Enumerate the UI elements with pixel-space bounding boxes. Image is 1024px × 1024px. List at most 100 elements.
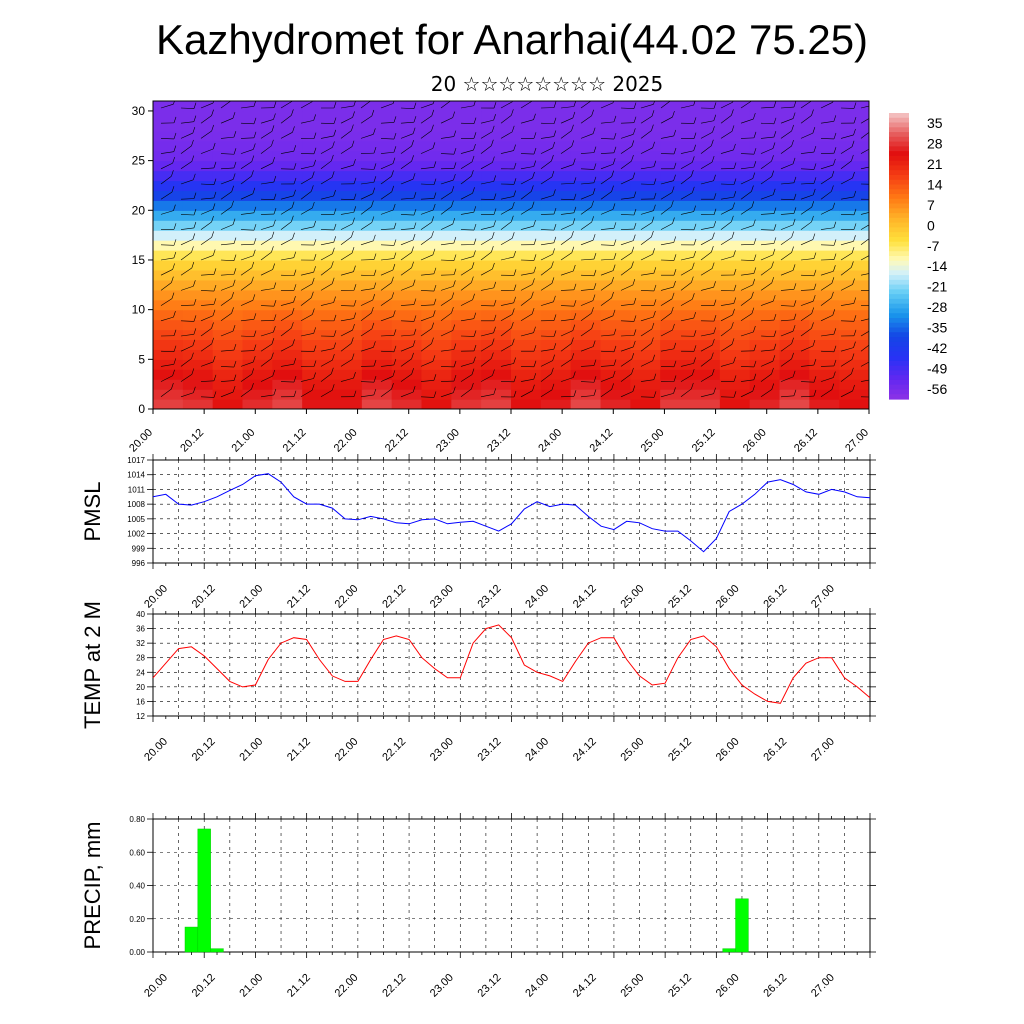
wind-barb-flag — [851, 353, 855, 360]
heatmap-cell — [332, 210, 363, 221]
wind-barb-flag — [833, 253, 837, 260]
wind-barb — [380, 163, 394, 170]
heatmap-cell — [302, 170, 333, 182]
wind-barb-flag — [331, 171, 335, 178]
heatmap-cell — [511, 220, 542, 231]
wind-barb-flag — [693, 238, 697, 246]
wind-barb-flag — [691, 368, 695, 376]
heatmap-cell — [451, 101, 482, 112]
wind-barb — [180, 345, 193, 352]
heatmap-cell — [839, 220, 869, 231]
heatmap-cell — [749, 120, 781, 132]
panel-temp2m-time-tick-label: 26.00 — [714, 736, 742, 764]
heatmap-cell — [242, 130, 273, 142]
wind-barb-flag — [433, 267, 437, 274]
heatmap-cell — [451, 309, 482, 321]
wind-barb-flag — [312, 201, 315, 209]
wind-barb — [380, 151, 394, 154]
heatmap-cell — [570, 210, 602, 221]
heatmap-cell — [272, 220, 303, 231]
heatmap-cell — [749, 180, 781, 192]
wind-barb — [560, 330, 573, 337]
wind-barb — [300, 101, 313, 109]
wind-barb-flag — [813, 163, 817, 170]
wind-barb — [480, 268, 493, 276]
wind-barb-flag — [593, 389, 597, 396]
heatmap-cell — [749, 101, 781, 112]
wind-barb — [680, 282, 692, 291]
wind-barb-flag — [453, 236, 457, 244]
wind-barb-flag — [874, 193, 876, 199]
wind-barb — [220, 179, 234, 185]
wind-barb-flag — [653, 284, 657, 292]
wind-barb — [200, 102, 214, 109]
wind-barb — [620, 240, 634, 246]
heatmap-cell — [630, 289, 661, 301]
wind-barb — [500, 150, 514, 154]
colorbar-segment — [889, 365, 909, 371]
wind-barb — [280, 195, 294, 200]
heatmap-cell — [630, 339, 661, 350]
panel-pmsl-y-tick-label: 1017 — [127, 456, 145, 465]
wind-barb — [660, 192, 673, 200]
heatmap-cell — [540, 200, 572, 211]
wind-barb — [480, 181, 494, 185]
heatmap-cell — [660, 220, 691, 231]
wind-barb-flag — [812, 233, 816, 240]
wind-barb — [160, 162, 173, 170]
wind-barb — [840, 359, 853, 367]
heatmap-cell — [570, 250, 602, 261]
wind-barb — [760, 243, 774, 246]
wind-barb-flag — [173, 251, 177, 259]
wind-barb-flag — [193, 221, 197, 229]
wind-barb — [340, 377, 354, 382]
heatmap-cell — [153, 379, 184, 390]
wind-barb — [340, 359, 353, 367]
wind-barb-flag — [592, 340, 596, 347]
wind-barb — [420, 130, 432, 139]
wind-barb — [780, 319, 794, 322]
wind-barb — [760, 335, 774, 337]
wind-barb — [560, 130, 572, 139]
heatmap-cell — [242, 110, 273, 122]
wind-barb-flag — [473, 206, 477, 213]
wind-barb — [280, 132, 293, 139]
wind-barb — [560, 198, 574, 201]
wind-barb — [720, 221, 732, 230]
wind-barb-flag — [592, 234, 596, 241]
wind-barb — [560, 377, 574, 382]
wind-barb — [500, 344, 513, 352]
heatmap-cell — [630, 230, 661, 241]
heatmap-cell — [302, 150, 333, 162]
wind-barb — [200, 380, 214, 382]
wind-barb-flag — [853, 297, 857, 304]
wind-barb-flag — [311, 277, 315, 284]
wind-barb-flag — [671, 292, 675, 299]
wind-barb-flag — [473, 250, 476, 257]
heatmap-cell — [272, 140, 303, 152]
heatmap-cell — [749, 210, 781, 221]
heatmap-cell — [481, 210, 512, 221]
wind-barb-flag — [633, 102, 637, 109]
colorbar-label: 21 — [927, 156, 943, 172]
heatmap-time-tick-label: 23.00 — [434, 427, 462, 455]
heatmap-cell — [481, 289, 512, 301]
heatmap-cell — [421, 250, 452, 261]
wind-barb — [200, 197, 214, 200]
wind-barb — [740, 259, 755, 261]
heatmap-cell — [749, 399, 781, 409]
wind-barb — [440, 153, 455, 155]
wind-barb — [400, 121, 414, 124]
wind-barb-flag — [232, 325, 236, 332]
heatmap-cell — [690, 230, 721, 241]
heatmap-cell — [212, 140, 244, 152]
wind-barb — [320, 241, 334, 246]
wind-barb-flag — [191, 155, 195, 162]
colorbar-segment — [889, 270, 909, 276]
panel-pmsl-time-tick-label: 24.12 — [571, 583, 599, 611]
wind-barb — [580, 193, 594, 200]
wind-barb — [460, 105, 474, 109]
wind-barb-flag — [733, 268, 737, 276]
heatmap-cell — [630, 359, 661, 370]
wind-barb — [500, 327, 512, 337]
